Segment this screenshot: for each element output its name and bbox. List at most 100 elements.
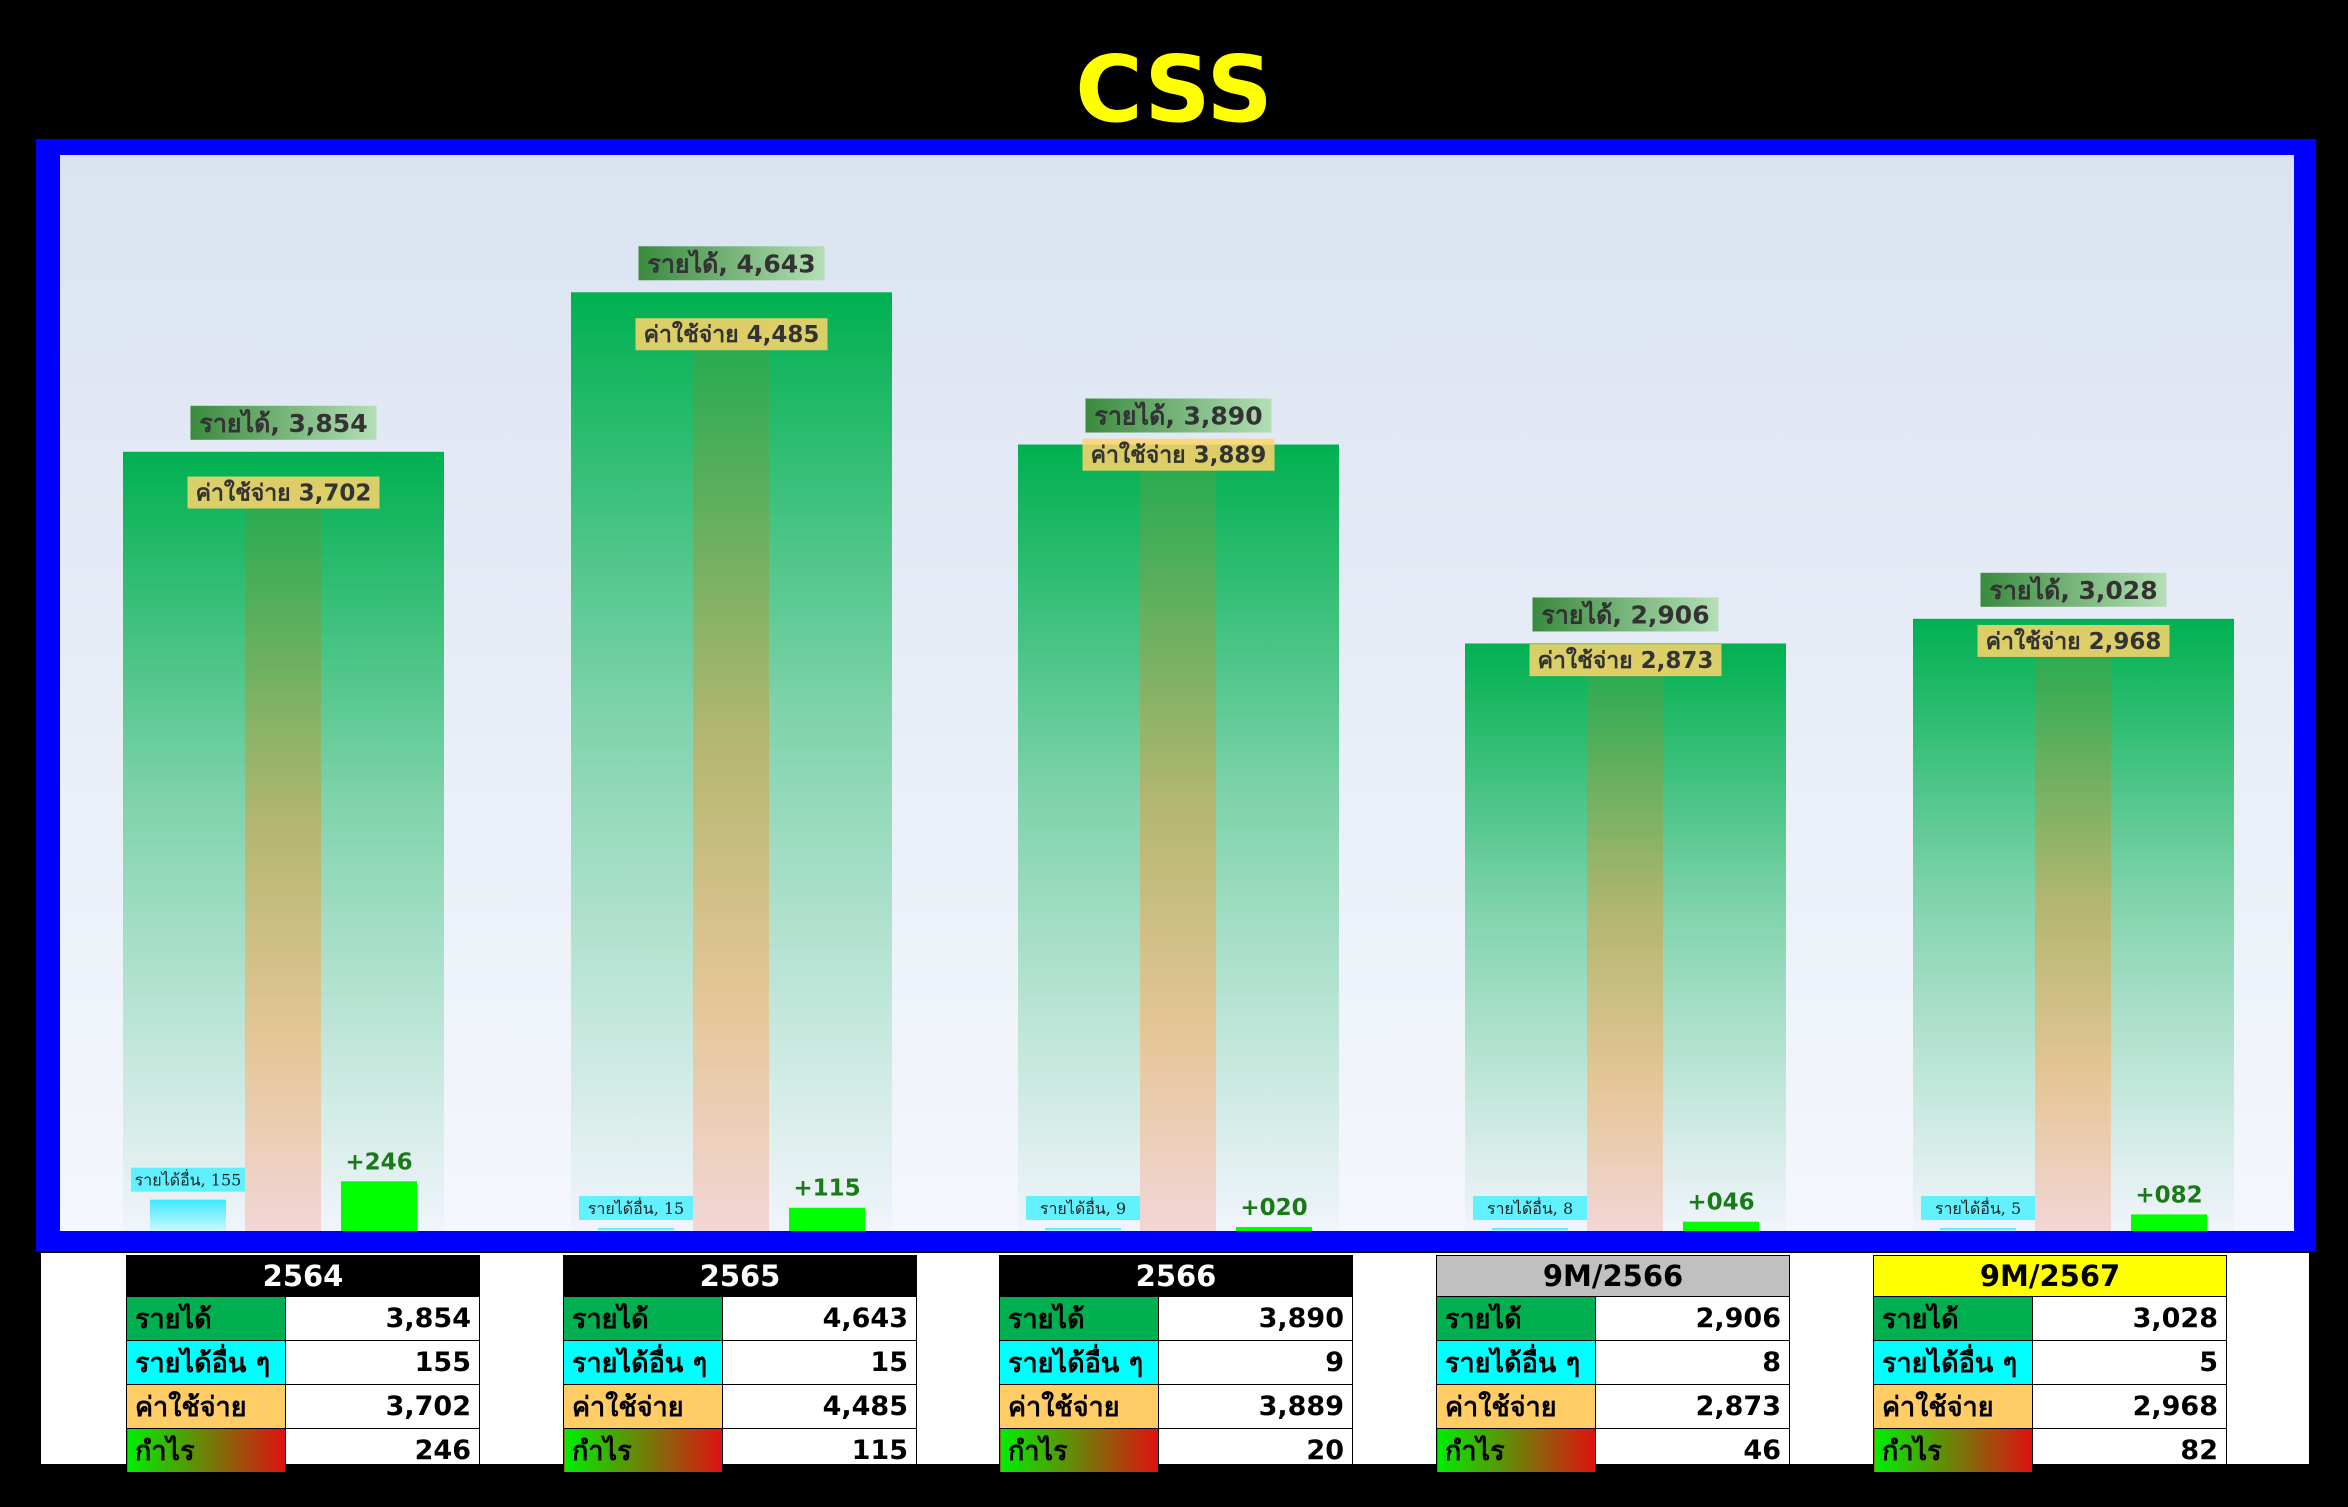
other-income-label-box bbox=[579, 1195, 693, 1220]
table-row: รายได้ 3,854 bbox=[126, 1296, 480, 1341]
expense-bar bbox=[1587, 650, 1663, 1231]
expense-bar bbox=[1140, 444, 1216, 1231]
table-row: รายได้ 2,906 bbox=[1436, 1296, 1790, 1341]
expense-data-label: ค่าใช้จ่าย 3,702 bbox=[196, 479, 372, 507]
profit-data-label: +082 bbox=[2135, 1182, 2202, 1208]
profit-data-label: +246 bbox=[345, 1149, 412, 1175]
table-header: 9M/2566 bbox=[1436, 1255, 1790, 1297]
expense-value: 3,702 bbox=[285, 1384, 480, 1429]
table-row: รายได้ 4,643 bbox=[563, 1296, 917, 1341]
other-income-label: รายได้อื่น ๆ bbox=[1436, 1340, 1596, 1385]
table-header: 2566 bbox=[999, 1255, 1353, 1297]
table-row: ค่าใช้จ่าย 3,702 bbox=[126, 1384, 480, 1429]
expense-label-box bbox=[1977, 624, 2170, 657]
expense-label: ค่าใช้จ่าย bbox=[563, 1384, 723, 1429]
revenue-label: รายได้ bbox=[563, 1296, 723, 1341]
other-income-label: รายได้อื่น ๆ bbox=[1873, 1340, 2033, 1385]
profit-data-label: +115 bbox=[793, 1176, 860, 1202]
other-income-bar bbox=[1045, 1228, 1121, 1231]
chart-title: CSS bbox=[1075, 36, 1273, 143]
expense-data-label: ค่าใช้จ่าย 2,873 bbox=[1538, 646, 1714, 674]
profit-bar bbox=[1683, 1221, 1759, 1231]
table-header: 2565 bbox=[563, 1255, 917, 1297]
other-income-value: 9 bbox=[1158, 1340, 1353, 1385]
revenue-label-box bbox=[1980, 572, 2167, 607]
table-row: รายได้ 3,890 bbox=[999, 1296, 1353, 1341]
expense-label-box bbox=[635, 318, 828, 351]
revenue-label: รายได้ bbox=[999, 1296, 1159, 1341]
revenue-data-label: รายได้, 2,906 bbox=[1541, 599, 1709, 629]
profit-label: กำไร bbox=[563, 1428, 723, 1473]
profit-label: กำไร bbox=[999, 1428, 1159, 1473]
other-income-bar bbox=[1492, 1228, 1568, 1231]
table-row: รายได้อื่น ๆ 15 bbox=[563, 1340, 917, 1385]
revenue-label-box bbox=[638, 246, 825, 281]
revenue-value: 3,854 bbox=[285, 1296, 480, 1341]
summary-tables: 2564 รายได้ 3,854 รายได้อื่น ๆ 155 ค่าใช้จ่าย… bbox=[41, 1253, 2309, 1473]
summary-table-2564: 2564 รายได้ 3,854 รายได้อื่น ๆ 155 ค่าใช้จ่าย… bbox=[126, 1255, 480, 1473]
other-income-value: 5 bbox=[2032, 1340, 2227, 1385]
expense-bar bbox=[2035, 630, 2111, 1231]
other-income-label-box bbox=[1026, 1196, 1140, 1220]
table-row: กำไร 246 bbox=[126, 1428, 480, 1473]
revenue-data-label: รายได้, 3,854 bbox=[199, 408, 367, 438]
other-income-data-label: รายได้อื่น, 15 bbox=[588, 1197, 684, 1218]
other-income-value: 155 bbox=[285, 1340, 480, 1385]
profit-data-label: +046 bbox=[1687, 1190, 1754, 1216]
revenue-value: 3,028 bbox=[2032, 1296, 2227, 1341]
expense-bar bbox=[245, 482, 321, 1231]
summary-table-9m-2567: 9M/2567 รายได้ 3,028 รายได้อื่น ๆ 5 ค่าใช้จ่า… bbox=[1873, 1255, 2227, 1473]
table-row: ค่าใช้จ่าย 2,873 bbox=[1436, 1384, 1790, 1429]
bar-chart: ค่าใช้จ่าย 3,702 รายได้, 3,854 รายได้อื่น,… bbox=[60, 155, 2294, 1232]
other-income-label-box bbox=[1921, 1196, 2035, 1220]
other-income-label-box bbox=[131, 1167, 245, 1192]
revenue-label-box bbox=[190, 405, 377, 440]
expense-label-box bbox=[187, 476, 380, 509]
expense-value: 3,889 bbox=[1158, 1384, 1353, 1429]
revenue-label: รายได้ bbox=[1873, 1296, 2033, 1341]
profit-label: กำไร bbox=[126, 1428, 286, 1473]
revenue-data-label: รายได้, 3,028 bbox=[1989, 575, 2157, 605]
profit-bar bbox=[1236, 1226, 1312, 1231]
profit-value: 46 bbox=[1595, 1428, 1790, 1473]
profit-value: 20 bbox=[1158, 1428, 1353, 1473]
revenue-value: 2,906 bbox=[1595, 1296, 1790, 1341]
expense-value: 4,485 bbox=[722, 1384, 917, 1429]
table-row: รายได้ 3,028 bbox=[1873, 1296, 2227, 1341]
expense-bar bbox=[693, 324, 769, 1231]
table-header: 9M/2567 bbox=[1873, 1255, 2227, 1297]
revenue-value: 4,643 bbox=[722, 1296, 917, 1341]
summary-table-2565: 2565 รายได้ 4,643 รายได้อื่น ๆ 15 ค่าใช้จ่าย 4… bbox=[563, 1255, 917, 1473]
summary-table-2566: 2566 รายได้ 3,890 รายได้อื่น ๆ 9 ค่าใช้จ่าย 3,… bbox=[999, 1255, 1353, 1473]
other-income-label: รายได้อื่น ๆ bbox=[563, 1340, 723, 1385]
profit-label: กำไร bbox=[1873, 1428, 2033, 1473]
expense-label: ค่าใช้จ่าย bbox=[1436, 1384, 1596, 1429]
expense-value: 2,968 bbox=[2032, 1384, 2227, 1429]
profit-bar bbox=[341, 1181, 417, 1231]
table-row: รายได้อื่น ๆ 155 bbox=[126, 1340, 480, 1385]
revenue-data-label: รายได้, 3,890 bbox=[1094, 401, 1262, 431]
other-income-bar bbox=[598, 1227, 674, 1231]
other-income-value: 8 bbox=[1595, 1340, 1790, 1385]
profit-label: กำไร bbox=[1436, 1428, 1596, 1473]
expense-label: ค่าใช้จ่าย bbox=[1873, 1384, 2033, 1429]
table-row: ค่าใช้จ่าย 3,889 bbox=[999, 1384, 1353, 1429]
summary-table-9m-2566: 9M/2566 รายได้ 2,906 รายได้อื่น ๆ 8 ค่าใช้จ่า… bbox=[1436, 1255, 1790, 1473]
profit-value: 115 bbox=[722, 1428, 917, 1473]
table-row: กำไร 82 bbox=[1873, 1428, 2227, 1473]
profit-bar bbox=[789, 1207, 865, 1231]
other-income-data-label: รายได้อื่น, 9 bbox=[1040, 1197, 1126, 1218]
profit-value: 82 bbox=[2032, 1428, 2227, 1473]
revenue-data-label: รายได้, 4,643 bbox=[647, 248, 815, 278]
profit-data-label: +020 bbox=[1240, 1195, 1307, 1221]
profit-bar bbox=[2131, 1214, 2207, 1231]
revenue-label: รายได้ bbox=[126, 1296, 286, 1341]
other-income-data-label: รายได้อื่น, 155 bbox=[135, 1169, 242, 1190]
other-income-value: 15 bbox=[722, 1340, 917, 1385]
table-row: กำไร 46 bbox=[1436, 1428, 1790, 1473]
expense-label: ค่าใช้จ่าย bbox=[999, 1384, 1159, 1429]
table-row: กำไร 115 bbox=[563, 1428, 917, 1473]
